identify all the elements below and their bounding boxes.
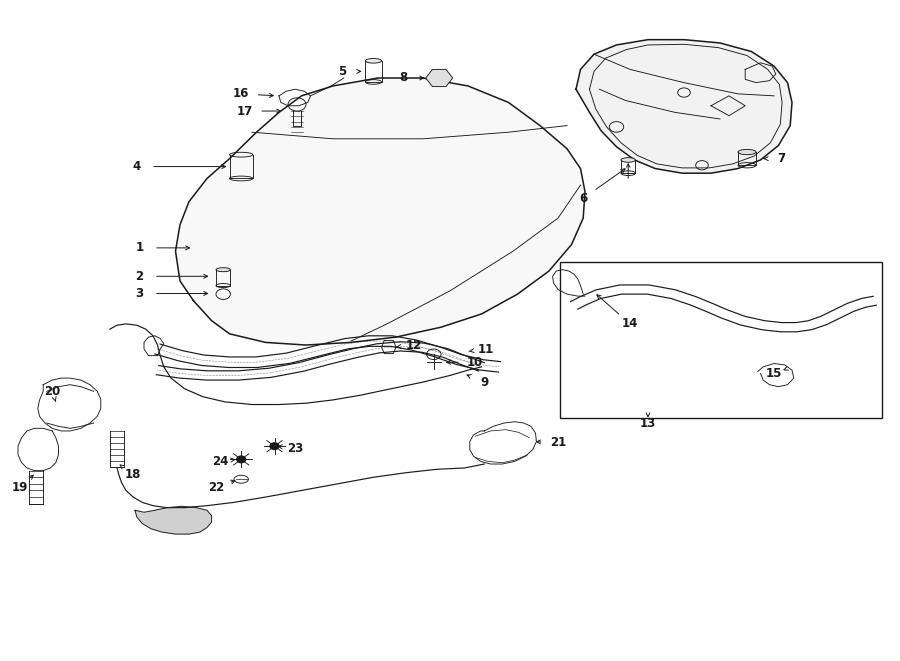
Text: 5: 5 — [338, 65, 346, 78]
Text: 21: 21 — [550, 436, 566, 449]
Text: 1: 1 — [135, 241, 144, 254]
Bar — [560, 262, 882, 418]
Polygon shape — [176, 78, 585, 345]
Ellipse shape — [216, 268, 230, 272]
Text: 24: 24 — [212, 455, 229, 468]
Text: 7: 7 — [777, 152, 786, 165]
Text: 23: 23 — [287, 442, 303, 455]
Polygon shape — [135, 506, 212, 534]
Text: 9: 9 — [480, 375, 489, 389]
Text: 20: 20 — [44, 385, 60, 398]
Text: 6: 6 — [579, 192, 588, 205]
Circle shape — [270, 443, 279, 449]
Ellipse shape — [365, 59, 382, 63]
Text: 8: 8 — [399, 71, 408, 85]
Ellipse shape — [738, 149, 756, 155]
Text: 16: 16 — [233, 87, 249, 100]
Text: 12: 12 — [406, 338, 422, 352]
Text: 19: 19 — [12, 481, 28, 494]
Ellipse shape — [621, 158, 635, 162]
Polygon shape — [576, 40, 792, 173]
Text: 2: 2 — [135, 270, 144, 283]
Text: 13: 13 — [640, 416, 656, 430]
Text: 22: 22 — [208, 481, 224, 494]
Text: 4: 4 — [132, 160, 141, 173]
Text: 10: 10 — [467, 356, 483, 369]
Text: 3: 3 — [135, 287, 144, 300]
Text: 17: 17 — [237, 104, 253, 118]
Text: 14: 14 — [622, 317, 638, 330]
Circle shape — [237, 456, 246, 463]
Text: 11: 11 — [478, 342, 494, 356]
Text: 18: 18 — [125, 468, 141, 481]
Text: 15: 15 — [766, 367, 782, 380]
